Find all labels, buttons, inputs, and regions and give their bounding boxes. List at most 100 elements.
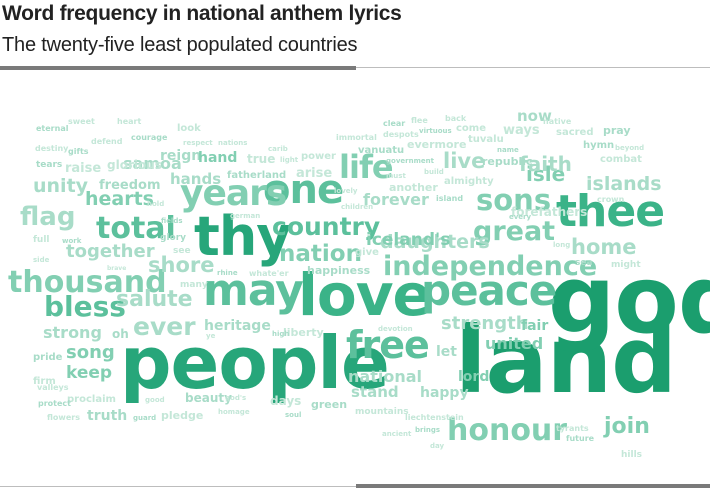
- word-brings: brings: [415, 426, 440, 434]
- word-combat: combat: [600, 154, 642, 165]
- word-free: free: [346, 323, 429, 367]
- word-german: german: [230, 212, 260, 220]
- word-back: back: [445, 114, 467, 123]
- word-independence: independence: [383, 251, 597, 282]
- word-sacred: sacred: [556, 127, 594, 138]
- word-see: see: [173, 246, 191, 256]
- word-island: island: [436, 194, 463, 203]
- word-thy: thy: [194, 205, 291, 268]
- word-join: join: [603, 414, 650, 439]
- word-nations: nations: [218, 139, 247, 147]
- word-shore: shore: [148, 253, 214, 277]
- word-hymn: hymn: [583, 140, 614, 151]
- word-united: united: [485, 334, 543, 353]
- word-keep: keep: [66, 363, 112, 383]
- word-flee: flee: [411, 116, 428, 125]
- word-forefathers: forefathers: [511, 205, 587, 219]
- word-honour: honour: [447, 413, 567, 448]
- word-firm: firm: [33, 376, 56, 387]
- word-liechtenstein: liechtenstein: [405, 413, 464, 422]
- word-flag: flag: [20, 202, 75, 232]
- word-sweet: sweet: [68, 117, 95, 126]
- word-national: national: [348, 367, 422, 386]
- word-vanuatu: vanuatu: [358, 145, 404, 156]
- word-liberty: liberty: [283, 326, 324, 339]
- word-glory: glory: [160, 233, 186, 243]
- word-song: song: [66, 342, 115, 363]
- word-protect: protect: [38, 399, 71, 408]
- word-fair: fair: [521, 318, 548, 334]
- word-crown: crown: [597, 195, 625, 204]
- word-good: good: [145, 396, 165, 404]
- word-immortal: immortal: [336, 133, 377, 142]
- word-soul: soul: [285, 411, 301, 419]
- word-happy: happy: [420, 385, 469, 401]
- word-evermore: evermore: [407, 138, 466, 151]
- word-may: may: [203, 265, 303, 316]
- word-salute: salute: [116, 287, 193, 312]
- word-hearts: hearts: [85, 188, 154, 210]
- word-might: might: [611, 260, 641, 270]
- word-together: together: [66, 241, 155, 262]
- word-reign: reign: [160, 148, 201, 164]
- word-true: true: [247, 152, 275, 166]
- word-hold: hold: [147, 200, 164, 208]
- chart-title: Word frequency in national anthem lyrics: [2, 2, 402, 25]
- word-come: come: [456, 123, 486, 134]
- word-tuvalu: tuvalu: [468, 134, 504, 145]
- word-guard: guard: [133, 414, 156, 422]
- word-ancient: ancient: [382, 430, 412, 438]
- word-courage: courage: [131, 133, 168, 142]
- word-peace: peace: [421, 266, 556, 315]
- word-devotion: devotion: [378, 325, 413, 333]
- word-oh: oh: [112, 327, 129, 341]
- word-unity: unity: [33, 175, 89, 197]
- word-thee: thee: [556, 186, 664, 237]
- word-strength: strength: [441, 313, 529, 334]
- word-children: children: [341, 203, 373, 211]
- word-ye: ye: [206, 332, 216, 340]
- word-samoa: samoa: [123, 154, 182, 173]
- word-tears: tears: [36, 160, 62, 170]
- word-name: name: [497, 146, 519, 154]
- word-sons: sons: [476, 183, 551, 217]
- word-many: many: [180, 280, 208, 290]
- bottom-divider: [356, 484, 710, 488]
- word-full: full: [33, 235, 50, 245]
- word-total: total: [96, 211, 176, 246]
- word-mountains: mountains: [355, 407, 409, 417]
- word-light: light: [280, 156, 299, 164]
- word-day: day: [430, 442, 445, 450]
- word-brave: brave: [107, 265, 126, 272]
- word-homage: homage: [218, 408, 250, 416]
- word-high: high: [272, 330, 289, 338]
- word-build: build: [424, 168, 444, 176]
- word-god: god: [548, 246, 710, 355]
- word-hand: hand: [198, 150, 237, 166]
- word-heart: heart: [117, 117, 141, 126]
- word-faith: faith: [519, 152, 572, 176]
- word-fatherland: fatherland: [227, 170, 286, 181]
- word-beauty: beauty: [185, 391, 232, 405]
- word-iceland-s: iceland's: [366, 230, 450, 250]
- word-love: love: [298, 261, 431, 329]
- word-forever: forever: [363, 190, 429, 209]
- word-valleys: valleys: [37, 383, 69, 392]
- chart-subtitle: The twenty-five least populated countrie…: [2, 34, 358, 56]
- word-happiness: happiness: [307, 264, 371, 277]
- word-bless: bless: [44, 290, 126, 323]
- word-future: future: [566, 434, 595, 443]
- word-native: native: [543, 117, 572, 126]
- word-heritage: heritage: [204, 318, 271, 334]
- word-beyond: beyond: [615, 144, 644, 152]
- word-tyrants: tyrants: [556, 424, 589, 433]
- word-pray: pray: [603, 124, 631, 137]
- word-great: great: [473, 216, 555, 247]
- word-every: every: [509, 213, 532, 221]
- word-freedom: freedom: [99, 178, 160, 193]
- word-power: power: [301, 151, 336, 162]
- word-lovely: lovely: [334, 187, 358, 195]
- word-home: home: [571, 235, 637, 259]
- word-ever: ever: [133, 312, 196, 341]
